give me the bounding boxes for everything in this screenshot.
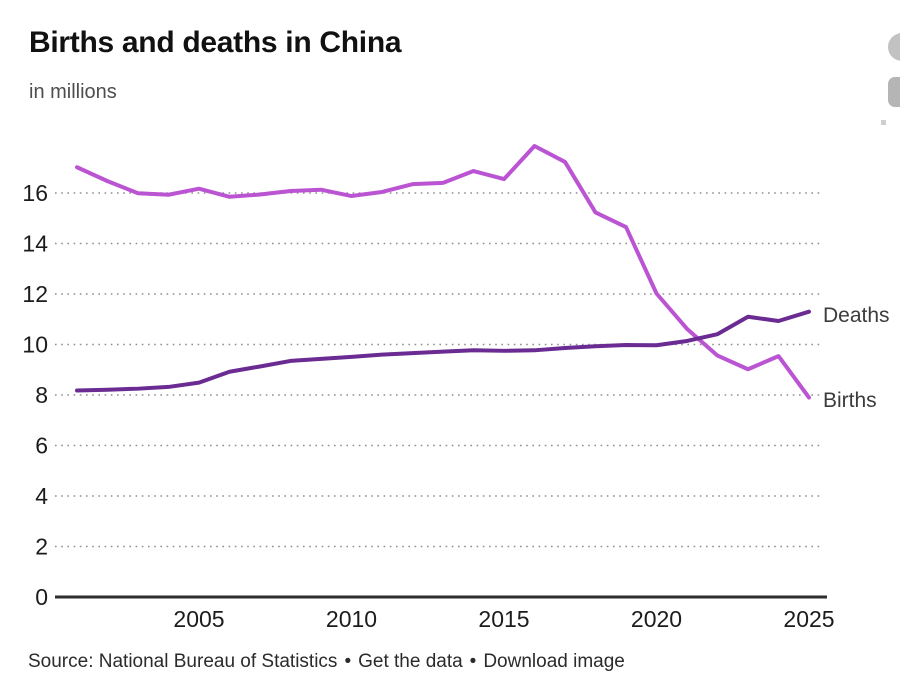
clipped-edge-mark [881, 120, 886, 125]
separator-dot: • [469, 651, 477, 672]
x-tick-label: 2005 [173, 606, 224, 632]
y-tick-label: 12 [22, 281, 48, 307]
separator-dot: • [344, 651, 352, 672]
clipped-square-button-icon[interactable] [888, 77, 900, 107]
y-tick-label: 4 [35, 483, 48, 509]
births-line-label: Births [823, 389, 877, 412]
download-image-link[interactable]: Download image [483, 651, 625, 672]
chart-subtitle: in millions [29, 81, 117, 103]
y-tick-label: 10 [22, 332, 48, 358]
clipped-circle-button-icon[interactable] [888, 33, 900, 61]
y-tick-label: 16 [22, 180, 48, 206]
get-data-link[interactable]: Get the data [358, 651, 463, 672]
births-line [75, 144, 811, 400]
x-tick-label: 2015 [478, 606, 529, 632]
x-tick-label: 2020 [631, 606, 682, 632]
x-tick-label: 2025 [783, 606, 834, 632]
x-tick-label: 2010 [326, 606, 377, 632]
source-text: Source: National Bureau of Statistics [28, 651, 338, 672]
page-title: Births and deaths in China [29, 26, 402, 59]
y-tick-label: 0 [35, 584, 48, 610]
deaths-line-label: Deaths [823, 304, 890, 327]
y-tick-label: 14 [22, 231, 48, 257]
y-tick-label: 8 [35, 382, 48, 408]
source-line: Source: National Bureau of Statistics • Ge… [28, 651, 625, 673]
y-tick-label: 6 [35, 433, 48, 459]
y-tick-label: 2 [35, 534, 48, 560]
deaths-line [75, 309, 811, 393]
